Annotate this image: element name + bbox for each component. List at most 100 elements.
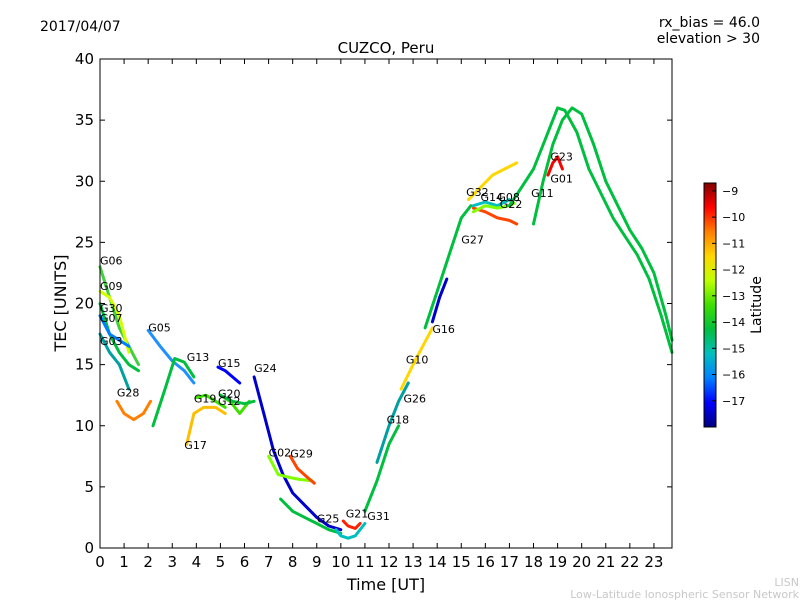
satellite-label: G17 bbox=[184, 439, 207, 452]
satellite-label: G28 bbox=[117, 386, 140, 399]
series-g23-line bbox=[546, 155, 564, 177]
plot-frame bbox=[99, 58, 673, 549]
satellite-label: G14 bbox=[481, 191, 504, 204]
satellite-label: G19 bbox=[194, 393, 217, 406]
satellite-label: G23 bbox=[550, 151, 573, 164]
series-g01-line bbox=[532, 106, 674, 342]
footer-network: Low-Latitude Ionospheric Sensor Network bbox=[570, 588, 799, 600]
x-tick-label: 0 bbox=[95, 553, 105, 571]
y-tick-label: 35 bbox=[75, 111, 94, 129]
series-g13-line bbox=[151, 357, 196, 428]
x-tick-label: 14 bbox=[428, 553, 447, 571]
satellite-label: G21 bbox=[346, 507, 369, 520]
satellite-label: G32 bbox=[466, 186, 489, 199]
satellite-label: G11 bbox=[531, 187, 554, 200]
series-g28-line bbox=[115, 399, 153, 422]
series-g12-line bbox=[218, 393, 256, 406]
x-tick-label: 10 bbox=[331, 553, 350, 571]
x-tick-label: 9 bbox=[312, 553, 322, 571]
x-tick-label: 11 bbox=[355, 553, 374, 571]
satellite-label: G06 bbox=[100, 254, 123, 267]
satellite-label: G26 bbox=[404, 393, 427, 406]
y-tick-label: 25 bbox=[75, 233, 94, 251]
colorbar-tick-label: −14 bbox=[722, 316, 745, 329]
series-g03-line bbox=[98, 332, 131, 391]
satellite-label: G08 bbox=[497, 191, 520, 204]
x-tick-label: 7 bbox=[264, 553, 274, 571]
series-g08-line bbox=[471, 198, 511, 208]
x-tick-label: 18 bbox=[524, 553, 543, 571]
series-g10-line bbox=[399, 326, 434, 391]
satellite-label: G31 bbox=[367, 510, 390, 523]
satellite-label: G13 bbox=[187, 351, 210, 364]
satellite-label: G18 bbox=[387, 413, 410, 426]
series-g05-line bbox=[146, 328, 196, 385]
satellite-label: G10 bbox=[406, 353, 429, 366]
axis-ticks: 0 1 2 3 4 5 6 7 8 9 10 11 12 13 14 15 16 17 18 19 20 21 22 2305… bbox=[75, 50, 672, 571]
x-tick-label: 20 bbox=[572, 553, 591, 571]
y-axis-label: TEC [UNITS] bbox=[51, 255, 70, 353]
satellite-label: G02 bbox=[269, 446, 292, 459]
series-g27-line bbox=[430, 277, 449, 324]
satellite-label: G01 bbox=[550, 173, 573, 186]
colorbar-tick-label: −12 bbox=[722, 264, 745, 277]
footer-lisn: LISN bbox=[774, 576, 799, 589]
satellite-label: G16 bbox=[432, 323, 455, 336]
series-g31-line bbox=[334, 522, 367, 540]
colorbar-gradient bbox=[703, 182, 717, 428]
series-g19-line bbox=[194, 393, 227, 409]
colorbar-tick-label: −15 bbox=[722, 342, 745, 355]
series-g24-line bbox=[252, 375, 343, 532]
colorbar-label: Latitude bbox=[749, 276, 765, 334]
y-tick-label: 10 bbox=[75, 417, 94, 435]
y-tick-label: 30 bbox=[75, 172, 94, 190]
satellite-label: G09 bbox=[100, 280, 123, 293]
x-tick-label: 16 bbox=[476, 553, 495, 571]
x-tick-label: 8 bbox=[288, 553, 298, 571]
series-g25-line bbox=[279, 497, 343, 535]
colorbar-tick-label: −13 bbox=[722, 290, 745, 303]
y-tick-label: 5 bbox=[84, 478, 94, 496]
y-tick-label: 20 bbox=[75, 295, 94, 313]
series-g18-line bbox=[363, 424, 401, 513]
x-tick-label: 23 bbox=[644, 553, 663, 571]
series-g16-line bbox=[423, 204, 473, 330]
series-g07-line bbox=[98, 314, 131, 348]
y-tick-label: 15 bbox=[75, 356, 94, 374]
y-tick-label: 40 bbox=[75, 50, 94, 68]
satellite-label: G24 bbox=[254, 362, 277, 375]
series-g15-line bbox=[216, 365, 242, 385]
x-tick-label: 6 bbox=[240, 553, 250, 571]
colorbar-tick-label: −11 bbox=[722, 237, 745, 250]
x-tick-label: 4 bbox=[192, 553, 202, 571]
x-tick-label: 3 bbox=[167, 553, 177, 571]
series-g21-line bbox=[341, 519, 362, 530]
series-g02-line bbox=[267, 454, 314, 483]
satellite-label: G29 bbox=[290, 448, 313, 461]
x-tick-label: 17 bbox=[500, 553, 519, 571]
colorbar-tick-label: −16 bbox=[722, 369, 745, 382]
satellite-label: G15 bbox=[218, 357, 241, 370]
satellite-label: G30 bbox=[100, 302, 123, 315]
y-tick-label: 0 bbox=[84, 539, 94, 557]
x-tick-label: 5 bbox=[216, 553, 226, 571]
satellite-label: G12 bbox=[218, 395, 241, 408]
series-g26-line bbox=[375, 381, 410, 464]
x-axis-label: Time [UT] bbox=[346, 575, 425, 594]
series-g32-line bbox=[467, 161, 519, 202]
colorbar-ticks: −9 −10 −11 −12 −13 −14 −15 −16 −17 bbox=[712, 185, 745, 408]
x-tick-label: 1 bbox=[119, 553, 129, 571]
series-g29-line bbox=[288, 454, 316, 485]
x-tick-label: 12 bbox=[379, 553, 398, 571]
satellite-label: G20 bbox=[218, 388, 241, 401]
series-g09-line bbox=[98, 289, 131, 354]
x-tick-label: 15 bbox=[452, 553, 471, 571]
date-label: 2017/04/07 bbox=[40, 19, 121, 35]
x-tick-label: 2 bbox=[143, 553, 153, 571]
series-g30-line bbox=[98, 302, 140, 373]
x-tick-label: 21 bbox=[596, 553, 615, 571]
rx-bias-label: rx_bias = 46.0 bbox=[659, 15, 760, 31]
satellite-label: G22 bbox=[500, 198, 523, 211]
colorbar-tick-label: −17 bbox=[722, 395, 745, 408]
